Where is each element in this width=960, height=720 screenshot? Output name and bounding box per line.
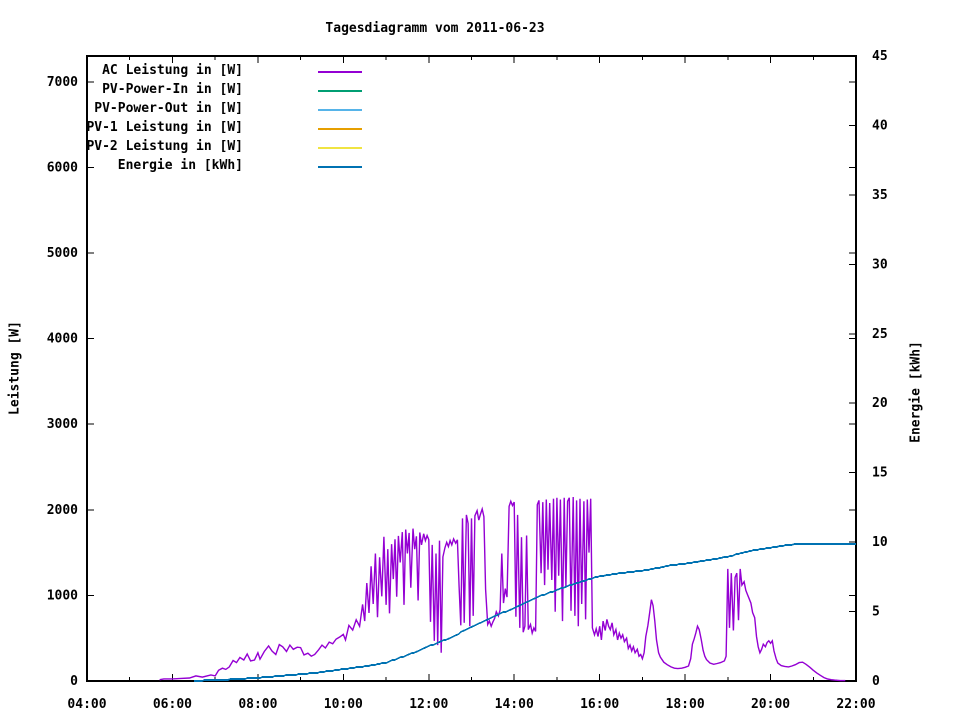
y-right-tick-label: 40 [872, 118, 888, 133]
y-right-tick-label: 10 [872, 535, 888, 550]
x-tick-label: 14:00 [495, 697, 534, 712]
y-left-tick-label: 2000 [47, 503, 78, 518]
x-tick-label: 20:00 [751, 697, 790, 712]
y-right-tick-label: 20 [872, 396, 888, 411]
y-left-tick-label: 5000 [47, 246, 78, 261]
x-tick-label: 04:00 [67, 697, 106, 712]
x-tick-label: 18:00 [666, 697, 705, 712]
series-line-ac-leistung-in-w- [159, 496, 846, 682]
chart-title: Tagesdiagramm vom 2011-06-23 [325, 21, 545, 36]
y-right-tick-label: 30 [872, 257, 888, 272]
y-right-tick-label: 5 [872, 605, 880, 620]
y-left-tick-label: 0 [70, 674, 78, 689]
x-tick-label: 12:00 [409, 697, 448, 712]
x-tick-label: 16:00 [580, 697, 619, 712]
series-line-energie-in-kwh- [193, 543, 856, 682]
y-left-tick-label: 7000 [47, 75, 78, 90]
y-right-tick-label: 35 [872, 188, 888, 203]
x-tick-label: 22:00 [836, 697, 875, 712]
y-right-tick-label: 15 [872, 466, 888, 481]
y-right-tick-label: 0 [872, 674, 880, 689]
x-tick-label: 10:00 [324, 697, 363, 712]
y-right-tick-label: 45 [872, 49, 888, 64]
y-left-tick-label: 1000 [47, 588, 78, 603]
y-left-tick-label: 6000 [47, 160, 78, 175]
x-tick-label: 08:00 [238, 697, 277, 712]
x-tick-label: 06:00 [153, 697, 192, 712]
y-left-tick-label: 4000 [47, 332, 78, 347]
y-right-tick-label: 25 [872, 327, 888, 342]
plot-border [86, 55, 857, 682]
y-left-tick-label: 3000 [47, 417, 78, 432]
